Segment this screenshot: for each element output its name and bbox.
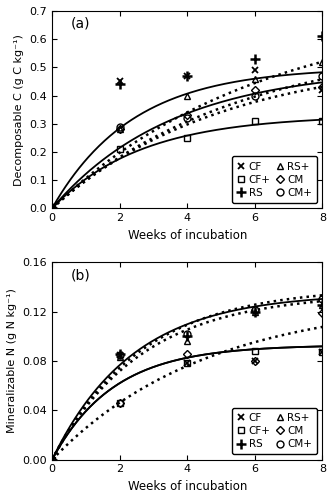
X-axis label: Weeks of incubation: Weeks of incubation xyxy=(128,480,247,493)
X-axis label: Weeks of incubation: Weeks of incubation xyxy=(128,228,247,241)
Y-axis label: Mineralizable N (g N kg⁻¹): Mineralizable N (g N kg⁻¹) xyxy=(7,288,17,434)
Y-axis label: Decomposable C (g C kg⁻¹): Decomposable C (g C kg⁻¹) xyxy=(14,34,24,186)
Text: (a): (a) xyxy=(71,17,91,31)
Legend: CF, CF+, RS, RS+, CM, CM+: CF, CF+, RS, RS+, CM, CM+ xyxy=(232,408,317,455)
Legend: CF, CF+, RS, RS+, CM, CM+: CF, CF+, RS, RS+, CM, CM+ xyxy=(232,156,317,203)
Text: (b): (b) xyxy=(71,268,91,282)
